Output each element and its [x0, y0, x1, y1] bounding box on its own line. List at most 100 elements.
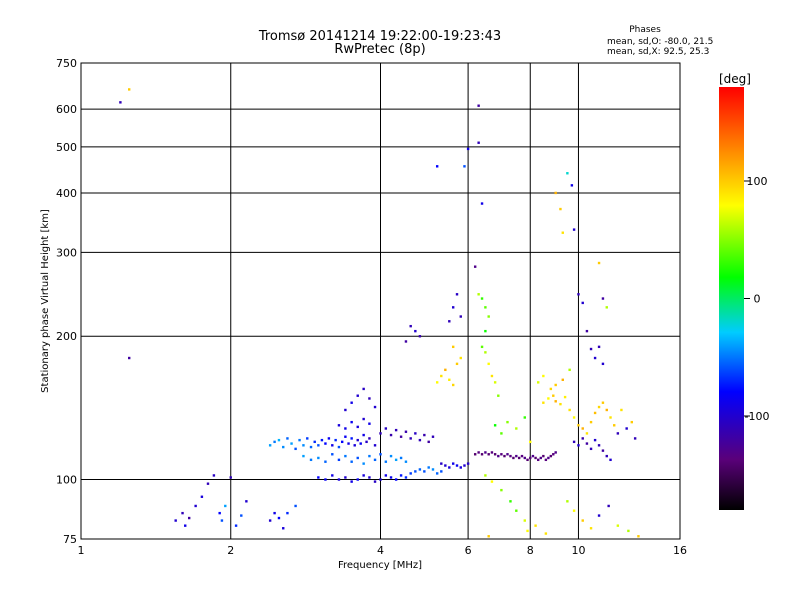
data-point — [487, 535, 490, 538]
data-point — [500, 432, 503, 435]
data-point — [414, 329, 417, 333]
data-point — [572, 228, 576, 231]
data-point — [534, 456, 537, 460]
data-point — [359, 442, 362, 445]
data-point — [549, 454, 553, 458]
data-point — [480, 297, 484, 300]
y-tick-label: 200 — [56, 330, 77, 343]
data-point — [399, 456, 403, 460]
data-point — [347, 442, 350, 445]
data-point — [552, 394, 555, 397]
data-point — [344, 476, 347, 479]
data-point — [484, 306, 487, 309]
data-point — [572, 416, 576, 419]
data-point — [273, 440, 276, 444]
data-point — [526, 458, 529, 462]
data-point — [350, 460, 353, 463]
data-point — [448, 378, 451, 381]
data-point — [331, 444, 334, 447]
colorbar-tick-label: 0 — [754, 293, 761, 306]
data-point — [559, 402, 562, 406]
data-point — [581, 437, 584, 440]
data-point — [537, 381, 540, 384]
data-point — [423, 470, 426, 473]
data-point — [577, 424, 580, 427]
data-point — [414, 432, 417, 435]
data-point — [427, 466, 430, 469]
data-point — [389, 433, 393, 437]
data-point — [451, 306, 455, 309]
data-point — [313, 440, 316, 444]
data-point — [493, 381, 497, 384]
data-point — [515, 454, 518, 458]
data-point — [389, 476, 393, 479]
data-point — [568, 368, 571, 372]
stats-line-o: mean, sd,O: -80.0, 21.5 — [607, 37, 713, 47]
data-point — [487, 453, 490, 456]
data-point — [477, 451, 480, 454]
data-point — [362, 474, 365, 477]
data-point — [306, 437, 309, 440]
data-point — [597, 345, 601, 349]
data-point — [542, 374, 545, 378]
data-point — [585, 329, 589, 333]
data-point — [497, 394, 500, 397]
data-point — [394, 478, 398, 481]
colorbar-label: [deg] — [719, 72, 751, 86]
data-point — [493, 453, 497, 456]
data-point — [459, 466, 462, 469]
data-point — [344, 427, 347, 430]
data-point — [630, 420, 633, 424]
data-point — [547, 397, 550, 400]
data-point — [220, 519, 224, 522]
data-point — [337, 458, 341, 462]
data-point — [362, 387, 365, 391]
data-point — [568, 408, 571, 412]
chart-subtitle: RwPretec (8p) — [334, 42, 425, 57]
data-point — [337, 478, 341, 481]
data-point — [549, 387, 553, 391]
data-point — [463, 165, 466, 168]
x-tick-label: 16 — [673, 544, 687, 557]
data-point — [463, 464, 466, 467]
data-point — [435, 472, 439, 475]
data-point — [384, 460, 388, 463]
grid — [81, 63, 680, 539]
data-point — [515, 427, 518, 430]
data-point — [334, 438, 337, 442]
data-point — [484, 329, 487, 333]
data-point — [503, 454, 506, 458]
colorbar — [719, 87, 744, 510]
data-point — [561, 231, 564, 234]
data-point — [373, 405, 377, 409]
data-point — [324, 478, 327, 481]
data-point — [317, 476, 320, 479]
data-point — [389, 454, 393, 458]
data-point — [373, 480, 377, 483]
colorbar-tick-label: -100 — [745, 410, 770, 423]
data-point — [559, 207, 562, 211]
data-point — [373, 444, 377, 447]
data-point — [423, 433, 426, 437]
data-point — [593, 356, 597, 360]
data-point — [552, 453, 555, 456]
data-point — [418, 335, 422, 338]
data-point — [589, 447, 593, 451]
data-point — [194, 504, 197, 508]
data-point — [119, 101, 122, 104]
data-point — [554, 451, 557, 454]
data-point — [601, 449, 605, 452]
data-point — [601, 297, 605, 300]
x-tick-label: 1 — [78, 544, 85, 557]
y-tick-label: 750 — [56, 57, 77, 70]
data-point — [418, 438, 422, 442]
data-point — [593, 411, 597, 415]
data-point — [539, 456, 542, 460]
data-point — [572, 440, 576, 444]
data-point — [362, 417, 365, 421]
data-point — [368, 422, 371, 425]
data-point — [487, 315, 490, 318]
stats-line-x: mean, sd,X: 92.5, 25.3 — [607, 47, 709, 57]
data-point — [601, 362, 605, 366]
data-point — [290, 442, 293, 445]
